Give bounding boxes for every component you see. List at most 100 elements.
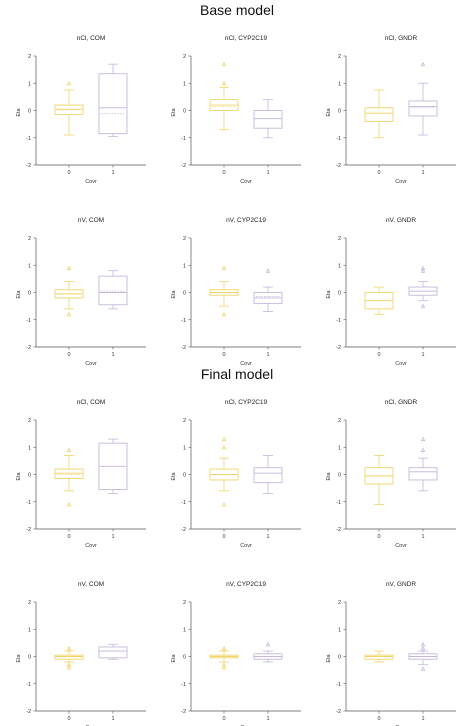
outlier-point xyxy=(420,447,426,452)
outlier-point xyxy=(66,265,72,270)
x-axis-label: Covr xyxy=(85,361,97,367)
y-axis-label: Eta xyxy=(16,471,22,480)
y-tick-label: -1 xyxy=(26,682,31,688)
x-axis-label: Covr xyxy=(395,361,407,367)
iqr-box xyxy=(98,646,128,659)
x-axis-label: Covr xyxy=(240,361,252,367)
y-tick-label: 2 xyxy=(183,418,186,424)
outlier-point xyxy=(265,268,271,273)
y-tick-label: 0 xyxy=(183,655,186,661)
y-tick-label: 0 xyxy=(183,109,186,115)
y-axis-label: Eta xyxy=(16,107,22,116)
panel-title: nV, COM xyxy=(78,581,104,588)
x-axis-label: Covr xyxy=(395,179,407,185)
y-axis-label: Eta xyxy=(171,471,177,480)
y-tick-label: 2 xyxy=(183,600,186,606)
x-tick-label: 1 xyxy=(421,170,424,176)
box-0 xyxy=(54,447,84,507)
y-tick-label: -2 xyxy=(181,345,186,351)
y-tick-label: 0 xyxy=(338,655,341,661)
boxplot-panel: nCl, CYP2C19 -2 -1 0 1 2 Eta 0 1 Covr xyxy=(161,394,311,549)
x-tick-label: 1 xyxy=(266,170,269,176)
outlier-point xyxy=(221,501,227,507)
box-0 xyxy=(209,61,239,130)
outlier-point xyxy=(66,311,72,317)
boxplot-panel: nV, GNDR -2 -1 0 1 2 Eta 0 1 Covr xyxy=(316,212,466,367)
y-tick-label: 1 xyxy=(338,627,341,633)
y-tick-label: -2 xyxy=(26,345,31,351)
y-tick-label: -2 xyxy=(336,709,341,715)
iqr-box xyxy=(408,100,438,117)
outlier-point xyxy=(420,666,426,671)
y-tick-label: -1 xyxy=(26,500,31,506)
y-tick-label: -2 xyxy=(336,345,341,351)
y-axis-label: Eta xyxy=(326,107,332,116)
y-tick-label: 2 xyxy=(28,54,31,60)
panel-title: nCl, COM xyxy=(77,35,106,42)
x-tick-label: 1 xyxy=(421,352,424,358)
y-tick-label: 0 xyxy=(28,291,31,297)
y-tick-label: -1 xyxy=(181,136,186,142)
box-0 xyxy=(54,80,84,136)
outlier-point xyxy=(221,664,227,670)
panel-title: nV, GNDR xyxy=(386,217,416,224)
section-title-base: Base model xyxy=(200,2,274,18)
x-tick-label: 0 xyxy=(377,534,380,540)
iqr-box xyxy=(98,73,128,135)
y-tick-label: 2 xyxy=(28,236,31,242)
x-tick-label: 1 xyxy=(111,534,114,540)
panel-title: nV, COM xyxy=(78,217,104,224)
box-0 xyxy=(364,650,394,663)
boxplot-panel: nCl, GNDR -2 -1 0 1 2 Eta 0 1 Covr xyxy=(316,30,466,185)
y-tick-label: -2 xyxy=(181,527,186,533)
y-tick-label: 1 xyxy=(183,263,186,269)
boxplot-svg: nCl, COM -2 -1 0 1 2 Eta 0 1 Covr xyxy=(16,35,146,185)
boxplot-panel: nV, COM -2 -1 0 1 2 Eta 0 1 Covr xyxy=(6,212,156,367)
outlier-point xyxy=(221,436,227,442)
y-tick-label: -1 xyxy=(181,500,186,506)
x-tick-label: 0 xyxy=(222,352,225,358)
iqr-box xyxy=(364,654,394,660)
outlier-point xyxy=(420,61,426,67)
panel-title: nCl, COM xyxy=(77,399,106,406)
box-0 xyxy=(209,265,239,317)
x-tick-label: 0 xyxy=(67,352,70,358)
boxplot-svg: nCl, GNDR -2 -1 0 1 2 Eta 0 1 Covr xyxy=(326,35,456,185)
boxplot-panel: nCl, COM -2 -1 0 1 2 Eta 0 1 Covr xyxy=(6,394,156,549)
x-axis-label: Covr xyxy=(85,543,97,549)
y-tick-label: 2 xyxy=(338,236,341,242)
outlier-point xyxy=(221,645,227,651)
y-axis-label: Eta xyxy=(326,289,332,298)
y-tick-label: 0 xyxy=(338,109,341,115)
y-axis-label: Eta xyxy=(326,471,332,480)
x-axis-label: Covr xyxy=(395,543,407,549)
panel-title: nV, CYP2C19 xyxy=(226,217,266,224)
y-tick-label: -1 xyxy=(336,318,341,324)
y-tick-label: 1 xyxy=(28,627,31,633)
y-tick-label: 0 xyxy=(183,291,186,297)
iqr-box xyxy=(54,468,84,480)
panel-title: nV, GNDR xyxy=(386,581,416,588)
x-tick-label: 0 xyxy=(67,716,70,722)
box-1 xyxy=(98,63,128,137)
outlier-point xyxy=(66,447,72,452)
y-tick-label: -2 xyxy=(26,709,31,715)
y-tick-label: 1 xyxy=(28,445,31,451)
x-tick-label: 0 xyxy=(377,716,380,722)
box-1 xyxy=(253,455,283,494)
y-tick-label: -2 xyxy=(26,527,31,533)
x-tick-label: 0 xyxy=(377,352,380,358)
x-tick-label: 0 xyxy=(67,534,70,540)
x-tick-label: 0 xyxy=(377,170,380,176)
outlier-point xyxy=(66,664,72,670)
boxplot-panel: nCl, GNDR -2 -1 0 1 2 Eta 0 1 Covr xyxy=(316,394,466,549)
y-axis-label: Eta xyxy=(171,107,177,116)
y-tick-label: 2 xyxy=(338,54,341,60)
y-tick-label: -1 xyxy=(181,318,186,324)
outlier-point xyxy=(420,268,426,273)
y-tick-label: 1 xyxy=(28,263,31,269)
y-tick-label: 2 xyxy=(338,600,341,606)
